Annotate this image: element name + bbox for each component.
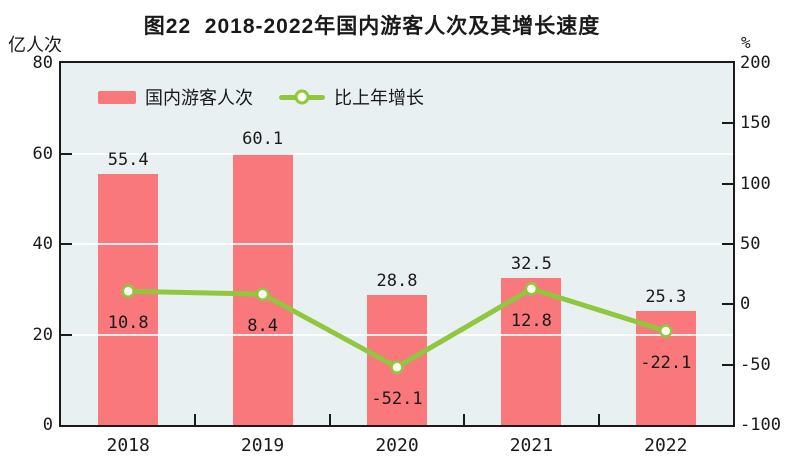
right-axis-tick-label-0: 0 xyxy=(740,294,751,315)
bar-value-label-2020: 28.8 xyxy=(376,270,418,291)
legend-item-bar-series: 国内游客人次 xyxy=(98,84,253,110)
left-axis-tick-label-60: 60 xyxy=(32,143,53,164)
x-tick-2 xyxy=(328,414,331,425)
line-value-label-2018: 10.8 xyxy=(107,313,149,334)
bar-series-swatch-icon xyxy=(98,90,136,104)
line-value-label-2019: 8.4 xyxy=(247,316,278,337)
bar-value-label-2018: 55.4 xyxy=(107,150,149,171)
x-axis-label-2018: 2018 xyxy=(106,435,150,456)
x-tick-1 xyxy=(194,414,197,425)
x-axis-label-2021: 2021 xyxy=(509,435,554,456)
line-value-label-2020: -52.1 xyxy=(371,389,423,410)
right-tick-100 xyxy=(722,182,733,185)
bar-value-label-2019: 60.1 xyxy=(242,129,284,150)
right-axis-tick-label-100: 100 xyxy=(740,173,771,194)
growth-point-2019 xyxy=(255,287,270,301)
bar-2020 xyxy=(367,294,427,425)
left-tick-60 xyxy=(61,152,72,155)
left-axis-tick-label-20: 20 xyxy=(32,324,53,345)
left-axis-unit: 亿人次 xyxy=(8,35,62,55)
gridline-20 xyxy=(61,333,733,336)
legend-item-line-series: 比上年增长 xyxy=(253,84,424,110)
line-value-label-2021: 12.8 xyxy=(510,310,552,331)
right-axis-tick-label--50: -50 xyxy=(740,354,771,375)
growth-point-2022 xyxy=(659,324,673,338)
line-value-label-2022: -22.1 xyxy=(640,353,692,373)
gridline-60 xyxy=(61,152,733,155)
right-tick--50 xyxy=(722,363,733,366)
right-tick-50 xyxy=(722,243,733,245)
x-axis-label-2020: 2020 xyxy=(375,435,419,456)
right-tick-150 xyxy=(722,122,733,125)
x-tick-3 xyxy=(463,414,466,425)
left-axis-tick-label-0: 0 xyxy=(42,415,53,435)
x-axis-label-2022: 2022 xyxy=(644,435,688,456)
left-tick-20 xyxy=(61,333,72,336)
growth-point-2020 xyxy=(390,360,404,374)
right-axis-tick-label-200: 200 xyxy=(740,53,771,73)
growth-point-2018 xyxy=(121,284,135,299)
right-tick-0 xyxy=(722,303,733,306)
x-tick-4 xyxy=(597,414,600,425)
legend: 国内游客人次 比上年增长 xyxy=(98,84,424,110)
chart-title: 图22 2018-2022年国内游客人次及其增长速度 xyxy=(143,15,601,38)
right-axis-tick-label-50: 50 xyxy=(740,234,761,254)
bar-2018 xyxy=(98,174,159,425)
bar-value-label-2021: 32.5 xyxy=(510,253,552,274)
left-tick-40 xyxy=(61,243,72,245)
left-axis-tick-label-80: 80 xyxy=(32,53,53,73)
line-series-swatch-icon xyxy=(279,89,325,105)
line-marker-icon xyxy=(294,89,310,105)
x-axis-label-2019: 2019 xyxy=(240,435,285,456)
left-axis-tick-label-40: 40 xyxy=(32,234,53,254)
right-axis-tick-label--100: -100 xyxy=(740,415,781,435)
growth-line xyxy=(125,286,669,370)
bar-value-label-2022: 25.3 xyxy=(645,286,687,307)
growth-point-2021 xyxy=(524,282,539,296)
gridline-40 xyxy=(61,243,733,245)
right-axis-tick-label-150: 150 xyxy=(740,113,771,134)
right-axis-unit: % xyxy=(741,33,751,52)
legend-label-line-series: 比上年增长 xyxy=(334,88,424,108)
legend-label-bar-series: 国内游客人次 xyxy=(145,88,253,108)
